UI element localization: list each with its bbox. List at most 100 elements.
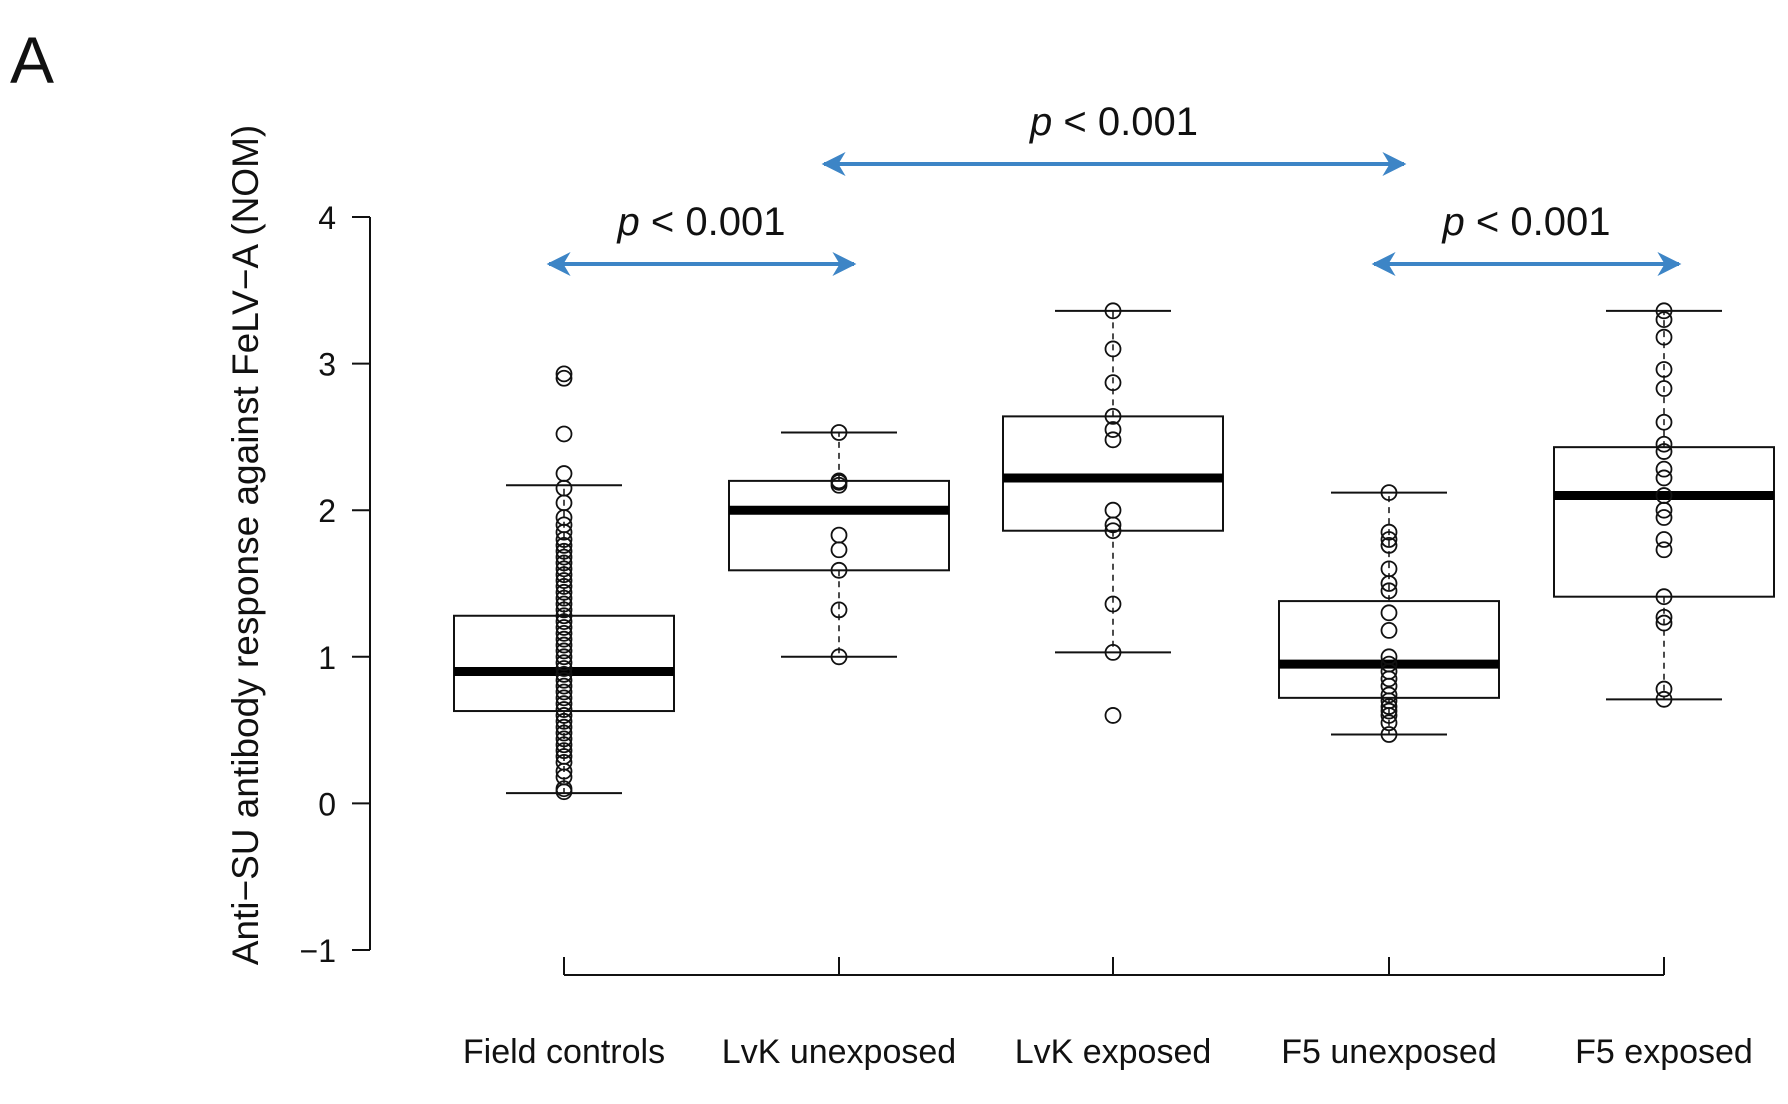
data-point bbox=[555, 671, 573, 689]
data-point bbox=[1655, 380, 1673, 397]
data-point bbox=[555, 718, 573, 736]
data-point bbox=[1104, 374, 1122, 392]
data-point bbox=[555, 753, 573, 771]
data-point bbox=[1655, 531, 1673, 548]
data-point bbox=[1380, 702, 1398, 720]
data-point bbox=[555, 548, 573, 566]
data-point bbox=[555, 516, 573, 534]
data-point bbox=[1655, 588, 1673, 606]
data-point bbox=[1380, 714, 1398, 732]
data-point bbox=[1655, 469, 1673, 487]
data-point bbox=[1380, 604, 1398, 622]
boxes bbox=[453, 302, 1775, 801]
data-point bbox=[555, 365, 573, 383]
data-point bbox=[1655, 328, 1673, 346]
x-tick-label: Field controls bbox=[463, 1033, 665, 1071]
significance-annotation: p < 0.001 bbox=[1371, 200, 1682, 276]
data-point bbox=[1104, 421, 1122, 438]
data-point bbox=[1655, 460, 1673, 478]
significance-annotation: p < 0.001 bbox=[546, 200, 857, 276]
data-point bbox=[1655, 608, 1673, 626]
data-point bbox=[555, 572, 573, 589]
data-point bbox=[830, 561, 848, 579]
iqr-box bbox=[1278, 600, 1500, 699]
data-point bbox=[555, 465, 573, 482]
x-tick-label: F5 unexposed bbox=[1281, 1033, 1497, 1071]
data-point bbox=[1655, 443, 1673, 460]
data-point bbox=[555, 589, 573, 607]
data-point bbox=[555, 619, 573, 636]
data-point bbox=[555, 642, 573, 660]
data-point bbox=[555, 583, 573, 601]
data-point bbox=[1655, 311, 1673, 329]
data-point bbox=[555, 554, 573, 572]
data-point bbox=[830, 601, 848, 619]
y-tick-label: −1 bbox=[300, 933, 336, 969]
data-point bbox=[555, 369, 573, 387]
significance-annotation: p < 0.001 bbox=[821, 100, 1407, 176]
data-point bbox=[1104, 595, 1122, 613]
data-point bbox=[555, 624, 573, 642]
data-point bbox=[555, 601, 573, 619]
box-group bbox=[728, 424, 950, 666]
panel-label: A bbox=[10, 23, 54, 97]
data-point bbox=[555, 742, 573, 760]
data-point bbox=[555, 780, 573, 798]
data-point bbox=[1655, 413, 1673, 431]
x-tick-label: F5 exposed bbox=[1575, 1033, 1753, 1071]
data-point bbox=[1380, 523, 1398, 541]
data-point bbox=[555, 724, 573, 742]
data-point bbox=[555, 654, 573, 672]
data-point bbox=[1655, 361, 1673, 378]
data-point bbox=[1104, 522, 1122, 540]
data-point bbox=[1104, 644, 1122, 661]
p-symbol: p bbox=[1029, 100, 1052, 144]
data-point bbox=[1380, 648, 1398, 666]
data-point bbox=[1380, 582, 1398, 600]
y-axis-label: Anti−SU antibody response against FeLV−A… bbox=[225, 125, 266, 965]
box-group bbox=[1553, 302, 1775, 708]
data-point bbox=[1655, 487, 1673, 504]
data-point bbox=[555, 707, 573, 724]
data-point bbox=[555, 566, 573, 584]
data-point bbox=[1104, 707, 1122, 724]
data-point bbox=[555, 748, 573, 765]
data-point bbox=[555, 578, 573, 595]
data-point bbox=[1380, 560, 1398, 578]
data-point bbox=[1655, 435, 1673, 453]
data-point bbox=[555, 683, 573, 701]
data-point bbox=[1655, 614, 1673, 632]
x-tick-label: LvK exposed bbox=[1015, 1033, 1212, 1071]
data-point bbox=[1104, 431, 1122, 449]
data-point bbox=[555, 560, 573, 578]
data-point bbox=[555, 736, 573, 754]
data-point bbox=[830, 541, 848, 559]
axes: 4 3 2 1 0 −1 Field controls LvK unexposed LvK ex… bbox=[300, 200, 1753, 1071]
y-tick-label: 4 bbox=[318, 200, 336, 236]
y-tick-label: 3 bbox=[318, 347, 336, 383]
box-group bbox=[1002, 302, 1224, 724]
data-point bbox=[1380, 531, 1398, 548]
data-point bbox=[1104, 340, 1122, 358]
data-point bbox=[1104, 501, 1122, 519]
p-value-label: p < 0.001 bbox=[1442, 200, 1611, 244]
data-point bbox=[555, 536, 573, 554]
data-point bbox=[555, 695, 573, 713]
data-point bbox=[555, 701, 573, 718]
y-tick-label: 0 bbox=[318, 786, 336, 822]
data-point bbox=[555, 677, 573, 695]
data-point bbox=[555, 542, 573, 560]
data-point bbox=[1655, 302, 1673, 320]
p-value-text: < 0.001 bbox=[640, 200, 786, 244]
data-point bbox=[555, 630, 573, 648]
box-group bbox=[453, 365, 675, 801]
data-point bbox=[555, 689, 573, 707]
data-point bbox=[555, 730, 573, 748]
p-value-text: < 0.001 bbox=[1052, 100, 1198, 144]
data-point bbox=[555, 425, 573, 443]
data-point bbox=[1380, 484, 1398, 502]
data-point bbox=[1655, 690, 1673, 708]
x-tick-label: LvK unexposed bbox=[722, 1033, 956, 1071]
